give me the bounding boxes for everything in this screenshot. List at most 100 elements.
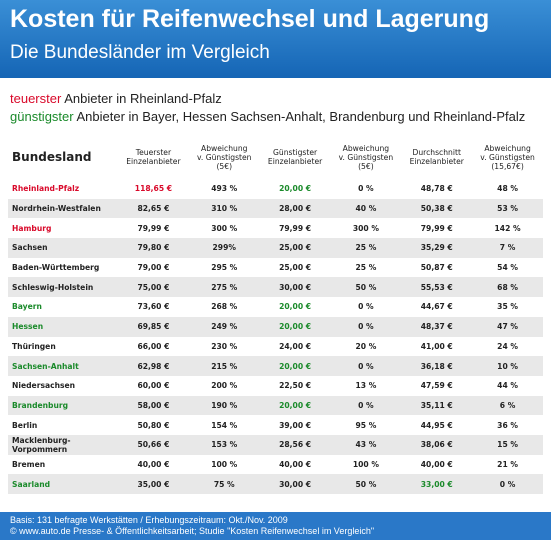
table-row: Sachsen 79,80 € 299% 25,00 € 25 % 35,29 € 7 % xyxy=(8,238,543,258)
table-row: Macklenburg-Vorpommern 50,66 € 153 % 28,56 … xyxy=(8,434,543,455)
title: Kosten für Reifenwechsel und Lagerung xyxy=(10,5,490,33)
table-cell: 24 % xyxy=(497,341,518,351)
table-row: Sachsen-Anhalt 62,98 € 215 % 20,00 € 0 % 36,1… xyxy=(8,356,543,376)
table-cell: 40 % xyxy=(355,204,377,214)
column-header: Abweichung v. Günstigsten (5€) xyxy=(338,143,394,171)
table-cell: 190 % xyxy=(211,400,238,410)
table-cell: 55,53 € xyxy=(420,282,453,292)
table-cell: 20,00 € xyxy=(279,322,312,332)
table-cell: 35,00 € xyxy=(137,479,170,489)
table-cell: 35,11 € xyxy=(420,400,453,410)
table-cell: 28,00 € xyxy=(279,204,312,214)
table-cell: 48 % xyxy=(497,184,518,194)
table-row: Bayern 73,60 € 268 % 20,00 € 0 % 44,67 € 35 % xyxy=(8,297,543,317)
table-cell: 25 % xyxy=(355,263,377,273)
legend-keyword: teuerster xyxy=(10,91,62,106)
table-cell: 25 % xyxy=(355,243,377,253)
table-cell: 60,00 € xyxy=(137,381,170,391)
table-cell: 33,00 € xyxy=(420,479,453,489)
state-name: Saarland xyxy=(12,479,51,489)
table-row: Hamburg 79,99 € 300 % 79,99 € 300 % 79,99 € 14… xyxy=(8,218,543,238)
state-name: Rheinland-Pfalz xyxy=(12,184,80,194)
table-cell: 40,00 € xyxy=(420,459,453,469)
table-cell: 73,60 € xyxy=(137,302,170,312)
column-header: Bundesland xyxy=(12,150,92,164)
table-cell: 79,99 € xyxy=(279,223,312,233)
state-name: Macklenburg-Vorpommern xyxy=(12,435,71,454)
state-name: Berlin xyxy=(12,420,38,430)
table-cell: 36,18 € xyxy=(420,361,453,371)
table-cell: 69,85 € xyxy=(137,322,170,332)
table-cell: 25,00 € xyxy=(279,243,312,253)
table-cell: 0 % xyxy=(358,400,374,410)
table-cell: 0 % xyxy=(358,361,374,371)
table-cell: 68 % xyxy=(497,282,518,292)
table-cell: 20,00 € xyxy=(279,184,312,194)
state-name: Schleswig-Holstein xyxy=(12,282,94,292)
table-cell: 50,80 € xyxy=(137,420,170,430)
table: Bundesland Teuerster Einzelanbieter Abweic… xyxy=(8,135,543,494)
table-cell: 300 % xyxy=(352,223,379,233)
legend-text: Anbieter in Rheinland-Pfalz xyxy=(61,91,222,106)
table-cell: 0 % xyxy=(358,184,374,194)
table-cell: 35,29 € xyxy=(420,243,453,253)
state-name: Bayern xyxy=(12,302,42,312)
legend-text: Anbieter in Bayer, Hessen Sachsen-Anhalt… xyxy=(73,109,526,124)
table-cell: 0 % xyxy=(358,302,374,312)
table-cell: 50,66 € xyxy=(137,440,170,450)
table-row: Rheinland-Pfalz 118,65 € 493 % 20,00 € 0 % 48… xyxy=(8,179,543,199)
table-row: Berlin 50,80 € 154 % 39,00 € 95 % 44,95 € 36 % xyxy=(8,415,543,435)
table-cell: 7 % xyxy=(499,243,516,253)
table-cell: 44,95 € xyxy=(420,420,453,430)
table-cell: 36 % xyxy=(497,420,518,430)
table-cell: 48,37 € xyxy=(420,322,453,332)
legend: teuerster Anbieter in Rheinland-Pfalz gü… xyxy=(10,90,525,126)
table-cell: 6 % xyxy=(499,400,516,410)
table-cell: 215 % xyxy=(211,361,238,371)
table-cell: 47,59 € xyxy=(420,381,453,391)
table-cell: 10 % xyxy=(497,361,518,371)
table-cell: 30,00 € xyxy=(279,479,312,489)
table-cell: 200 % xyxy=(211,381,238,391)
table-cell: 13 % xyxy=(355,381,377,391)
table-cell: 53 % xyxy=(497,204,518,214)
state-name: Brandenburg xyxy=(12,400,69,410)
table-cell: 20,00 € xyxy=(279,361,312,371)
table-cell: 79,00 € xyxy=(137,263,170,273)
table-cell: 299% xyxy=(212,243,236,253)
table-cell: 44,67 € xyxy=(420,302,453,312)
table-cell: 95 % xyxy=(355,420,377,430)
table-cell: 20,00 € xyxy=(279,400,312,410)
table-row: Saarland 35,00 € 75 % 30,00 € 50 % 33,00 € 0 % xyxy=(8,474,543,494)
table-cell: 35 % xyxy=(497,302,518,312)
table-cell: 20 % xyxy=(355,341,377,351)
table-cell: 275 % xyxy=(211,282,238,292)
table-cell: 15 % xyxy=(497,440,518,450)
table-cell: 0 % xyxy=(499,479,516,489)
table-cell: 39,00 € xyxy=(279,420,312,430)
table-cell: 41,00 € xyxy=(420,341,453,351)
column-header: Abweichung v. Günstigsten (5€) xyxy=(196,143,252,171)
subtitle: Die Bundesländer im Vergleich xyxy=(10,42,270,63)
table-cell: 48,78 € xyxy=(420,184,453,194)
state-name: Sachsen-Anhalt xyxy=(12,361,79,371)
table-cell: 25,00 € xyxy=(279,263,312,273)
column-header: Teuerster Einzelanbieter xyxy=(126,148,181,166)
table-row: Hessen 69,85 € 249 % 20,00 € 0 % 48,37 € 47 % xyxy=(8,316,543,337)
table-cell: 24,00 € xyxy=(279,341,312,351)
table-cell: 62,98 € xyxy=(137,361,170,371)
state-name: Baden-Württemberg xyxy=(12,263,100,273)
table-cell: 82,65 € xyxy=(137,204,170,214)
state-name: Hamburg xyxy=(12,223,52,233)
table-cell: 295 % xyxy=(211,263,238,273)
table-cell: 75,00 € xyxy=(137,282,170,292)
table-cell: 44 % xyxy=(497,381,518,391)
table-cell: 493 % xyxy=(211,184,238,194)
table-cell: 43 % xyxy=(355,440,377,450)
table-cell: 38,06 € xyxy=(420,440,453,450)
legend-line: günstigster Anbieter in Bayer, Hessen Sa… xyxy=(10,108,525,126)
table-row: Baden-Württemberg 79,00 € 295 % 25,00 € 25 %… xyxy=(8,258,543,278)
column-header: Günstigster Einzelanbieter xyxy=(267,148,323,166)
table-cell: 118,65 € xyxy=(134,184,173,194)
footer-line: Basis: 131 befragte Werkstätten / Erhebu… xyxy=(10,515,288,525)
